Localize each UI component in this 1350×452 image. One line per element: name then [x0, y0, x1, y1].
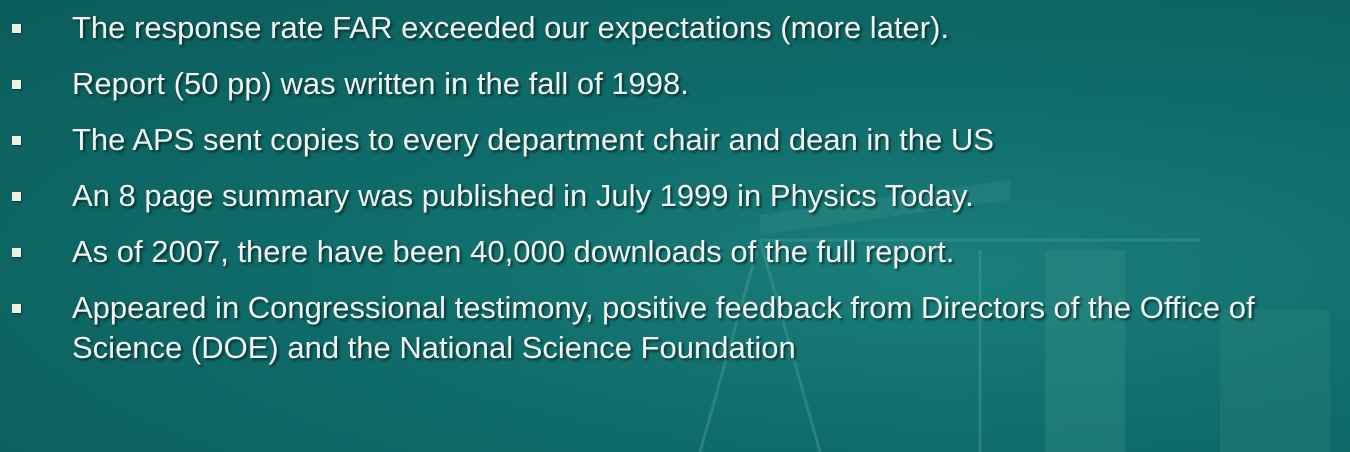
bullet-text: An 8 page summary was published in July … [72, 178, 974, 213]
bullet-item: Report (50 pp) was written in the fall o… [0, 64, 1322, 104]
bullet-item: An 8 page summary was published in July … [0, 176, 1322, 216]
bullet-item: The response rate FAR exceeded our expec… [0, 8, 1322, 48]
bullet-marker [12, 192, 21, 201]
bullet-item: As of 2007, there have been 40,000 downl… [0, 232, 1322, 272]
bullet-text: The response rate FAR exceeded our expec… [72, 10, 949, 45]
bullet-marker [12, 136, 21, 145]
bullet-list: The response rate FAR exceeded our expec… [0, 8, 1322, 384]
bullet-marker [12, 248, 21, 257]
bullet-marker [12, 24, 21, 33]
bullet-text: The APS sent copies to every department … [72, 122, 994, 157]
bullet-marker [12, 304, 21, 313]
slide: The response rate FAR exceeded our expec… [0, 0, 1350, 452]
bullet-marker [12, 80, 21, 89]
bullet-item: The APS sent copies to every department … [0, 120, 1322, 160]
bullet-text: Appeared in Congressional testimony, pos… [72, 290, 1255, 365]
bullet-text: Report (50 pp) was written in the fall o… [72, 66, 689, 101]
bullet-text: As of 2007, there have been 40,000 downl… [72, 234, 954, 269]
bullet-item: Appeared in Congressional testimony, pos… [0, 288, 1322, 368]
